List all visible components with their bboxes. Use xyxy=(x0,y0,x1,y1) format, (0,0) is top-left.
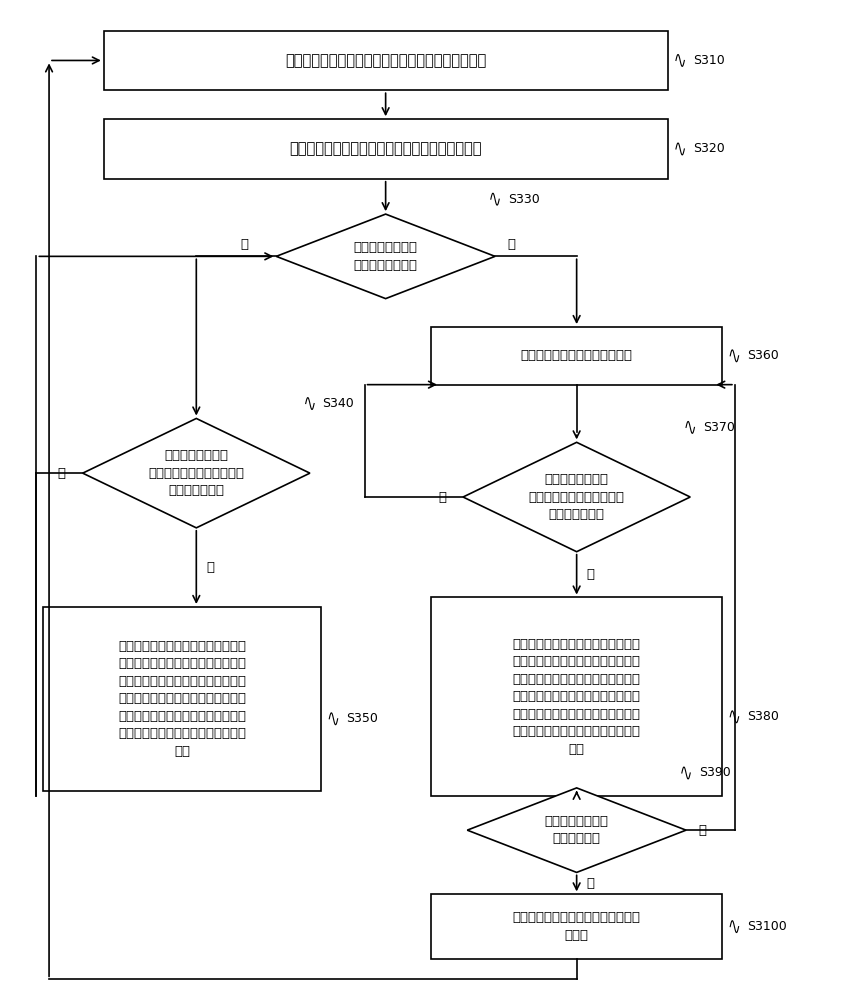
Text: 否: 否 xyxy=(438,491,446,504)
Text: S350: S350 xyxy=(346,712,378,725)
Text: 是: 是 xyxy=(241,238,249,251)
Bar xyxy=(431,597,722,796)
Text: S390: S390 xyxy=(699,766,730,779)
Text: S360: S360 xyxy=(747,349,778,362)
Text: 判断无人驾驶叉车
的当前第二行驶里程是否达
到第二修正里程: 判断无人驾驶叉车 的当前第二行驶里程是否达 到第二修正里程 xyxy=(529,473,624,521)
Text: 否: 否 xyxy=(508,238,516,251)
Bar xyxy=(43,607,321,791)
Text: 判断无人驾驶叉车
的当前第一行驶里程是否达
到第一修正里程: 判断无人驾驶叉车 的当前第一行驶里程是否达 到第一修正里程 xyxy=(148,449,244,497)
Text: 是: 是 xyxy=(587,877,595,890)
Text: 是: 是 xyxy=(587,568,595,581)
Text: 判断无人驾驶叉车
是否行驶正常: 判断无人驾驶叉车 是否行驶正常 xyxy=(545,815,609,845)
Text: S380: S380 xyxy=(747,710,779,723)
Text: S310: S310 xyxy=(693,54,724,67)
Text: 使用零偏角修正高速模型，基于无人
驾驶叉车的当前行驶速度，以及预设
时间段内无人驾驶叉车的偏离导航线
的距离均值、偏离导航线的行驶斜率
值、行驶过导航线的次数以: 使用零偏角修正高速模型，基于无人 驾驶叉车的当前行驶速度，以及预设 时间段内无人… xyxy=(118,640,246,758)
Text: 否: 否 xyxy=(699,824,706,837)
Text: S340: S340 xyxy=(323,397,354,410)
Polygon shape xyxy=(83,418,310,528)
Text: 取消将无人驾驶叉车钳制到低速行驶
的操作: 取消将无人驾驶叉车钳制到低速行驶 的操作 xyxy=(512,911,640,942)
Polygon shape xyxy=(276,214,495,299)
Text: 使用零偏角修正低速模型，基于无人
驾驶叉车的当前行驶速度，以及预设
时间段内无人驾驶叉车的偏离导航线
的距离均值、偏离导航线的行驶斜率
值、行驶过导航线的次数以: 使用零偏角修正低速模型，基于无人 驾驶叉车的当前行驶速度，以及预设 时间段内无人… xyxy=(512,638,640,756)
Bar xyxy=(431,894,722,959)
Text: 判断无人驾驶叉车
是否持续高速行驶: 判断无人驾驶叉车 是否持续高速行驶 xyxy=(354,241,418,272)
Bar xyxy=(431,327,722,385)
Bar xyxy=(103,31,667,90)
Text: S320: S320 xyxy=(693,142,724,155)
Polygon shape xyxy=(463,442,690,552)
Polygon shape xyxy=(468,788,686,872)
Text: 否: 否 xyxy=(58,467,66,480)
Text: S3100: S3100 xyxy=(747,920,787,933)
Text: 定时获取无人驾驶叉车的后舵轮零偏角的当前角度值: 定时获取无人驾驶叉车的后舵轮零偏角的当前角度值 xyxy=(285,53,486,68)
Text: 确定无人驾驶叉车当前的行驶模式为高速行驶模式: 确定无人驾驶叉车当前的行驶模式为高速行驶模式 xyxy=(290,141,482,156)
Text: 是: 是 xyxy=(207,561,214,574)
Bar xyxy=(103,119,667,179)
Text: S330: S330 xyxy=(507,193,540,206)
Text: 将无人驾驶叉车钳制到低速行驶: 将无人驾驶叉车钳制到低速行驶 xyxy=(521,349,633,362)
Text: S370: S370 xyxy=(703,421,734,434)
